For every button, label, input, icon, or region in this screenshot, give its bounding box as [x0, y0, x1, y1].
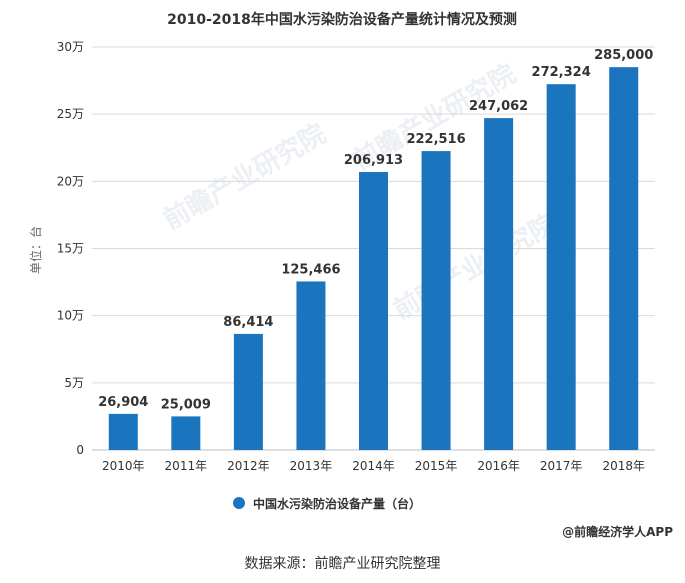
- data-source: 数据来源：前瞻产业研究院整理: [244, 556, 441, 572]
- data-label: 222,516: [406, 132, 465, 147]
- bar: [108, 413, 138, 450]
- bar: [233, 333, 263, 450]
- y-axis-ticks: 0 5万 10万 15万 20万 25万 30万: [57, 40, 84, 457]
- legend-marker: [233, 497, 245, 509]
- y-tick-label: 15万: [57, 242, 84, 256]
- data-label: 285,000: [594, 48, 653, 63]
- y-axis-label: 单位：台: [28, 226, 43, 274]
- y-tick-label: 20万: [57, 174, 84, 188]
- data-label: 26,904: [98, 395, 148, 410]
- bar: [546, 84, 576, 450]
- data-label: 206,913: [344, 153, 403, 168]
- x-tick-label: 2015年: [415, 459, 458, 473]
- y-tick-label: 5万: [64, 376, 84, 390]
- data-label: 125,466: [281, 262, 340, 277]
- chart-title: 2010-2018年中国水污染防治设备产量统计情况及预测: [167, 11, 517, 28]
- x-tick-label: 2012年: [227, 459, 270, 473]
- y-tick-label: 30万: [57, 40, 84, 54]
- y-tick-label: 0: [76, 443, 84, 457]
- x-tick-label: 2017年: [540, 459, 583, 473]
- y-tick-label: 10万: [57, 309, 84, 323]
- credit-text: @前瞻经济学人APP: [562, 524, 673, 539]
- x-axis-ticks: 2010年 2011年 2012年 2013年 2014年 2015年 2016年 2017年…: [102, 459, 645, 473]
- x-tick-label: 2013年: [290, 459, 333, 473]
- y-tick-label: 25万: [57, 107, 84, 121]
- bar: [171, 416, 201, 450]
- bar: [359, 172, 388, 450]
- x-tick-label: 2018年: [602, 459, 645, 473]
- legend-label: 中国水污染防治设备产量（台）: [253, 496, 421, 511]
- x-tick-label: 2014年: [352, 459, 395, 473]
- x-tick-label: 2011年: [165, 459, 208, 473]
- legend: 中国水污染防治设备产量（台）: [233, 496, 421, 511]
- data-label: 247,062: [469, 99, 528, 114]
- x-tick-label: 2016年: [477, 459, 520, 473]
- bar: [296, 281, 326, 450]
- data-label: 25,009: [161, 397, 211, 412]
- bars: [108, 67, 639, 451]
- bar: [484, 118, 514, 451]
- data-label: 86,414: [223, 315, 273, 330]
- bar: [609, 67, 639, 451]
- watermark: 前瞻产业研究院: [158, 118, 331, 236]
- data-label: 272,324: [532, 65, 591, 80]
- watermark: 前瞻产业研究院: [388, 208, 561, 326]
- x-tick-label: 2010年: [102, 459, 145, 473]
- bar: [421, 151, 451, 450]
